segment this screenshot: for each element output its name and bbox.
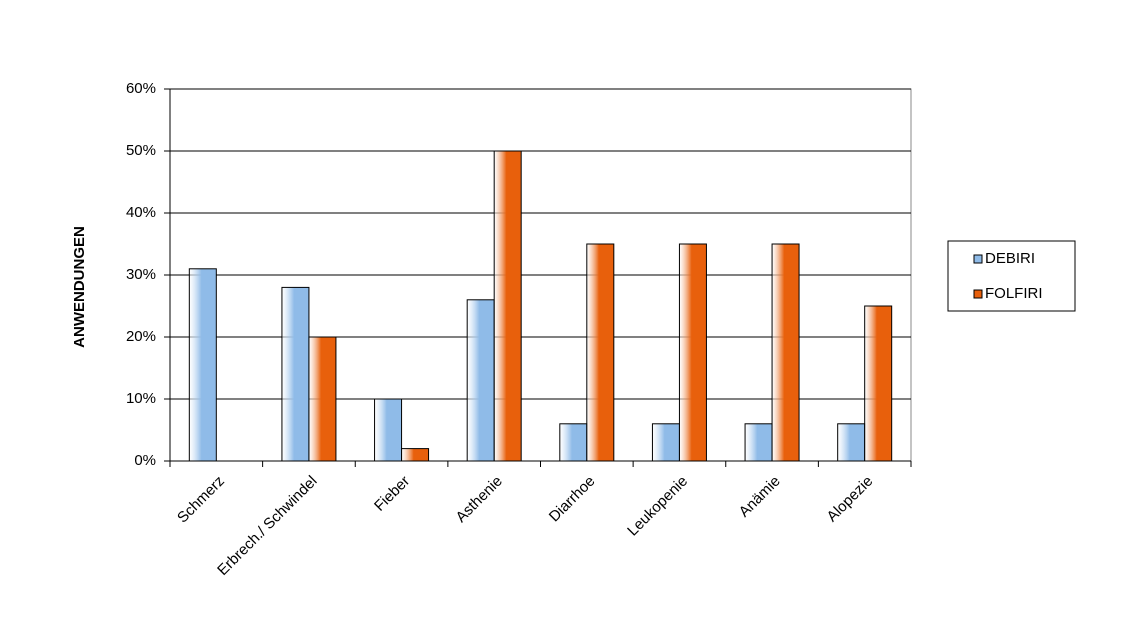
bar <box>466 299 495 462</box>
bar <box>837 423 866 462</box>
y-tick-label: 60% <box>126 80 156 97</box>
x-tick-label: Fieber <box>371 473 413 515</box>
y-tick-label: 40% <box>126 204 156 221</box>
bar <box>374 398 403 462</box>
y-tick-label: 30% <box>126 266 156 283</box>
bar <box>559 423 588 462</box>
bar <box>744 423 773 462</box>
bar <box>678 243 707 462</box>
x-tick-label: Erbrech./ Schwindel <box>214 473 320 579</box>
legend-label: DEBIRI <box>985 250 1035 267</box>
x-tick-label: Asthenie <box>453 473 506 526</box>
x-tick-label: Alopezie <box>824 473 877 526</box>
x-tick-label: Schmerz <box>174 473 228 527</box>
bar <box>586 243 615 462</box>
bar <box>308 336 337 462</box>
bar <box>401 448 430 462</box>
y-tick-label: 20% <box>126 328 156 345</box>
y-tick-label: 0% <box>134 452 156 469</box>
bar <box>651 423 680 462</box>
y-tick-label: 50% <box>126 142 156 159</box>
bar <box>281 286 310 462</box>
y-tick-label: 10% <box>126 390 156 407</box>
bar <box>188 268 217 462</box>
legend-label: FOLFIRI <box>985 285 1043 302</box>
legend-swatch <box>973 289 983 299</box>
bar <box>864 305 893 462</box>
bar <box>493 150 522 462</box>
x-tick-label: Leukopenie <box>624 473 691 540</box>
x-tick-label: Anämie <box>736 473 784 521</box>
bar <box>771 243 800 462</box>
y-axis-label: ANWENDUNGEN <box>71 226 88 348</box>
x-tick-label: Diarrhoe <box>546 473 599 526</box>
legend-swatch <box>973 254 983 264</box>
legend-box <box>947 240 1076 312</box>
